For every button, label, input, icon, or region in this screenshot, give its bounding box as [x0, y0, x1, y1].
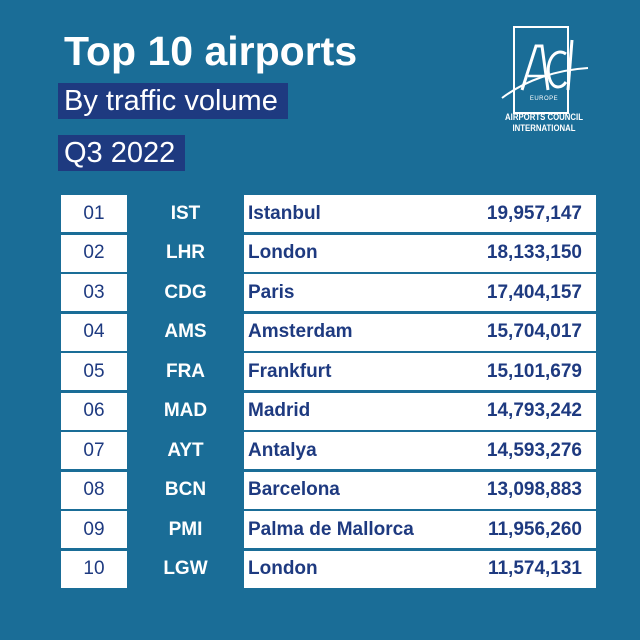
table-row: 08 BCN Barcelona 13,098,883 — [61, 471, 596, 509]
passenger-count: 13,098,883 — [486, 479, 582, 500]
city-name: Antalya — [248, 439, 317, 461]
city-name: Palma de Mallorca — [248, 518, 414, 540]
airport-ranking-table: 01 IST Istanbul 19,957,147 02 LHR London… — [61, 195, 596, 590]
aci-europe-logo: EUROPE AIRPORTS COUNCIL INTERNATIONAL — [496, 20, 592, 140]
airport-code-cell: MAD — [127, 392, 244, 430]
passenger-count: 14,593,276 — [486, 439, 582, 461]
city-passengers-cell: Madrid 14,793,242 — [244, 392, 596, 430]
airport-code-cell: IST — [127, 195, 244, 232]
city-passengers-cell: Istanbul 19,957,147 — [244, 195, 596, 232]
rank-cell: 01 — [61, 195, 127, 232]
subtitle-banner: By traffic volume — [58, 83, 288, 119]
airport-code-cell: BCN — [127, 471, 244, 509]
rank-cell: 04 — [61, 313, 127, 351]
city-name: London — [248, 558, 318, 579]
logo-line-1: AIRPORTS COUNCIL — [505, 112, 583, 123]
logo-line-2: INTERNATIONAL — [512, 123, 576, 134]
airport-code-cell: FRA — [127, 353, 244, 390]
city-name: Amsterdam — [248, 321, 353, 342]
city-name: Paris — [248, 281, 295, 303]
city-passengers-cell: Palma de Mallorca 11,956,260 — [244, 511, 596, 548]
passenger-count: 14,793,242 — [486, 400, 582, 421]
city-passengers-cell: Frankfurt 15,101,679 — [244, 353, 596, 390]
logo-wordmark: AIRPORTS COUNCIL INTERNATIONAL — [505, 112, 584, 134]
table-row: 02 LHR London 18,133,150 — [61, 234, 596, 272]
passenger-count: 11,574,131 — [487, 558, 582, 579]
city-name: Istanbul — [248, 202, 321, 224]
city-passengers-cell: Amsterdam 15,704,017 — [244, 313, 596, 351]
aci-logo-mark-icon — [501, 39, 589, 99]
rank-cell: 09 — [61, 511, 127, 548]
rank-cell: 05 — [61, 353, 127, 390]
city-passengers-cell: London 18,133,150 — [244, 234, 596, 272]
passenger-count: 15,704,017 — [486, 321, 582, 342]
table-row: 07 AYT Antalya 14,593,276 — [61, 432, 596, 469]
rank-cell: 02 — [61, 234, 127, 272]
table-row: 04 AMS Amsterdam 15,704,017 — [61, 313, 596, 351]
logo-region-label: EUROPE — [529, 96, 559, 102]
table-row: 01 IST Istanbul 19,957,147 — [61, 195, 596, 232]
passenger-count: 11,956,260 — [487, 518, 582, 540]
table-row: 06 MAD Madrid 14,793,242 — [61, 392, 596, 430]
city-name: London — [248, 242, 318, 263]
table-row: 03 CDG Paris 17,404,157 — [61, 274, 596, 311]
city-name: Barcelona — [248, 479, 340, 500]
airport-code-cell: AYT — [127, 432, 244, 469]
rank-cell: 03 — [61, 274, 127, 311]
airport-code-cell: PMI — [127, 511, 244, 548]
rank-cell: 06 — [61, 392, 127, 430]
city-passengers-cell: Paris 17,404,157 — [244, 274, 596, 311]
city-name: Frankfurt — [248, 360, 332, 382]
page-title: Top 10 airports — [64, 28, 358, 74]
table-row: 05 FRA Frankfurt 15,101,679 — [61, 353, 596, 390]
city-name: Madrid — [248, 400, 311, 421]
airport-code-cell: LGW — [127, 550, 244, 588]
city-passengers-cell: Barcelona 13,098,883 — [244, 471, 596, 509]
table-row: 10 LGW London 11,574,131 — [61, 550, 596, 588]
rank-cell: 08 — [61, 471, 127, 509]
period-banner: Q3 2022 — [58, 135, 186, 171]
city-passengers-cell: London 11,574,131 — [244, 550, 596, 588]
airport-code-cell: CDG — [127, 274, 244, 311]
passenger-count: 19,957,147 — [486, 202, 582, 224]
table-row: 09 PMI Palma de Mallorca 11,956,260 — [61, 511, 596, 548]
passenger-count: 18,133,150 — [486, 242, 582, 263]
passenger-count: 17,404,157 — [486, 281, 582, 303]
rank-cell: 10 — [61, 550, 127, 588]
passenger-count: 15,101,679 — [486, 360, 582, 382]
rank-cell: 07 — [61, 432, 127, 469]
airport-code-cell: AMS — [127, 313, 244, 351]
airport-code-cell: LHR — [127, 234, 244, 272]
city-passengers-cell: Antalya 14,593,276 — [244, 432, 596, 469]
